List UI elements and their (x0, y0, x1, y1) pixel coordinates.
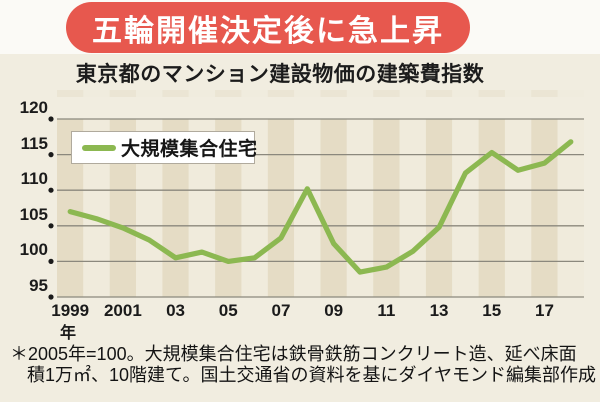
chart-title: 東京都のマンション建設物価の建築費指数 (75, 63, 485, 86)
headline-text: 五輪開催決定後に急上昇 (92, 14, 444, 48)
plot-stripes (57, 90, 584, 297)
legend-line-icon (82, 144, 116, 151)
footnote-line-1: ＊2005年=100。大規模集合住宅は鉄骨鉄筋コンクリート造、延べ床面 (10, 344, 577, 364)
gridlines (57, 118, 584, 298)
legend: 大規模集合住宅 (71, 131, 258, 164)
series-line (67, 139, 574, 275)
footnote-line-2: 積1万㎡、10階建て。国土交通省の資料を基にダイヤモンド編集部作成 (27, 365, 596, 385)
legend-label: 大規模集合住宅 (121, 139, 258, 160)
axis-tick-dots (48, 116, 54, 300)
footnote: ＊2005年=100。大規模集合住宅は鉄骨鉄筋コンクリート造、延べ床面 積1万㎡… (10, 344, 596, 386)
x-axis-unit: 年 (59, 325, 76, 342)
headline-banner: 五輪開催決定後に急上昇 (66, 2, 470, 53)
